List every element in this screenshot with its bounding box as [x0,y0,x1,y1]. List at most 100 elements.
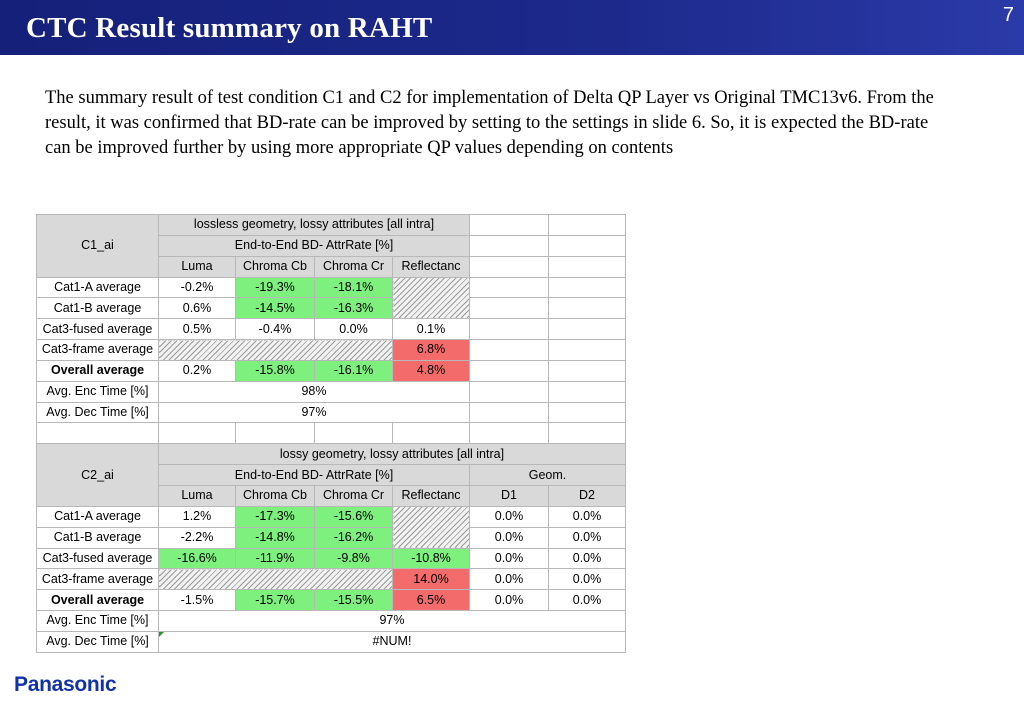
col-header: Chroma Cb [235,255,315,278]
empty-cell [469,359,549,382]
results-table: C1_ai lossless geometry, lossy attribute… [36,214,626,653]
luma-cell: 1.2% [158,505,236,528]
luma-cell: 0.6% [158,297,236,320]
row-label: Cat3-fused average [36,318,159,341]
empty-cell [548,339,626,361]
col-header: Chroma Cr [314,484,393,507]
row-label: Cat3-fused average [36,547,159,570]
luma-cell: -2.2% [158,526,236,549]
cr-cell: -15.5% [314,589,393,612]
table-row: Cat3-fused average -16.6% -11.9% -9.8% -… [36,547,626,570]
empty-cell [469,380,549,403]
empty-cell [469,297,549,320]
empty-cell [469,318,549,341]
col-header: Chroma Cb [235,484,315,507]
cb-cell: -15.7% [235,589,315,612]
d1-cell: 0.0% [469,589,549,612]
na-cell [158,339,393,361]
c1-label: C1_ai [36,214,159,278]
cr-cell: -16.2% [314,526,393,549]
empty-cell [548,214,626,236]
empty-cell [548,234,626,257]
empty-cell [548,318,626,341]
slide-header: CTC Result summary on RAHT 7 [0,0,1024,55]
table-row: Avg. Dec Time [%] 97% [36,401,626,424]
row-label: Cat1-A average [36,276,159,299]
c1-header-row-2: End-to-End BD- AttrRate [%] [37,234,626,257]
col-header: Chroma Cr [314,255,393,278]
col-header: Luma [158,255,236,278]
d1-cell: 0.0% [469,526,549,549]
cr-cell: 0.0% [314,318,393,341]
c2-header-row-2: End-to-End BD- AttrRate [%] Geom. [37,464,626,486]
luma-cell: -1.5% [158,589,236,612]
cr-cell: -16.3% [314,297,393,320]
page-number: 7 [1002,4,1014,26]
table-row: Avg. Dec Time [%] #NUM! [36,630,626,653]
empty-cell [469,401,549,424]
row-label: Cat1-B average [36,526,159,549]
cr-cell: -16.1% [314,359,393,382]
c1-title: lossless geometry, lossy attributes [all… [158,214,470,236]
d1-cell: 0.0% [469,505,549,528]
table-row: Overall average 0.2% -15.8% -16.1% 4.8% [36,359,626,382]
col-header: D2 [548,484,626,507]
table-row: Cat3-frame average 14.0% 0.0% 0.0% [36,568,626,591]
d1-cell: 0.0% [469,547,549,570]
enc-time-label: Avg. Enc Time [%] [36,380,159,403]
enc-time-value: 98% [158,380,470,403]
panasonic-logo: Panasonic [14,673,117,696]
na-cell [158,568,393,591]
dec-time-value: 97% [158,401,470,424]
row-label: Overall average [36,589,159,612]
luma-cell: 0.2% [158,359,236,382]
col-header: D1 [469,484,549,507]
c2-subtitle: End-to-End BD- AttrRate [%] [158,464,470,486]
luma-cell: 0.5% [158,318,236,341]
dec-time-label: Avg. Dec Time [%] [36,630,159,653]
refl-na-cell [392,276,470,320]
c2-title: lossy geometry, lossy attributes [all in… [158,443,626,466]
cb-cell: -17.3% [235,505,315,528]
luma-cell: -16.6% [158,547,236,570]
empty-cell [469,255,549,278]
empty-cell [548,297,626,320]
empty-cell [548,255,626,278]
cb-cell: -15.8% [235,359,315,382]
dec-time-value: #NUM! [158,630,626,653]
d1-cell: 0.0% [469,568,549,591]
empty-cell [548,380,626,403]
cr-cell: -9.8% [314,547,393,570]
refl-cell: 14.0% [392,568,470,591]
refl-na-cell [392,505,470,549]
c1-header-row-1: C1_ai lossless geometry, lossy attribute… [36,214,626,278]
row-label: Cat3-frame average [36,339,159,361]
empty-cell [469,276,549,299]
enc-time-label: Avg. Enc Time [%] [36,610,159,632]
empty-cell [469,214,549,236]
cr-cell: -18.1% [314,276,393,299]
dec-time-label: Avg. Dec Time [%] [36,401,159,424]
table-row: Cat1-A average -0.2% -19.3% -18.1% [36,276,626,320]
d2-cell: 0.0% [548,568,626,591]
empty-cell [548,276,626,299]
c1-column-headers: Luma Chroma Cb Chroma Cr Reflectanc [37,255,626,278]
c2-header-row-1: C2_ai lossy geometry, lossy attributes [… [36,443,626,507]
refl-cell: 0.1% [392,318,470,341]
refl-cell: -10.8% [392,547,470,570]
slide-title: CTC Result summary on RAHT [26,12,433,44]
luma-cell: -0.2% [158,276,236,299]
row-label: Cat1-A average [36,505,159,528]
enc-time-value: 97% [158,610,626,632]
c2-label: C2_ai [36,443,159,507]
table-row: Cat3-fused average 0.5% -0.4% 0.0% 0.1% [36,318,626,341]
cr-cell: -15.6% [314,505,393,528]
d2-cell: 0.0% [548,505,626,528]
cb-cell: -11.9% [235,547,315,570]
table-row: Avg. Enc Time [%] 98% [36,380,626,403]
row-label: Cat3-frame average [36,568,159,591]
table-row: Cat3-frame average 6.8% [36,339,626,361]
col-header: Reflectanc [392,255,470,278]
table-row: Cat1-B average -2.2% -14.8% -16.2% 0.0% … [36,526,626,549]
col-header: Reflectanc [392,484,470,507]
